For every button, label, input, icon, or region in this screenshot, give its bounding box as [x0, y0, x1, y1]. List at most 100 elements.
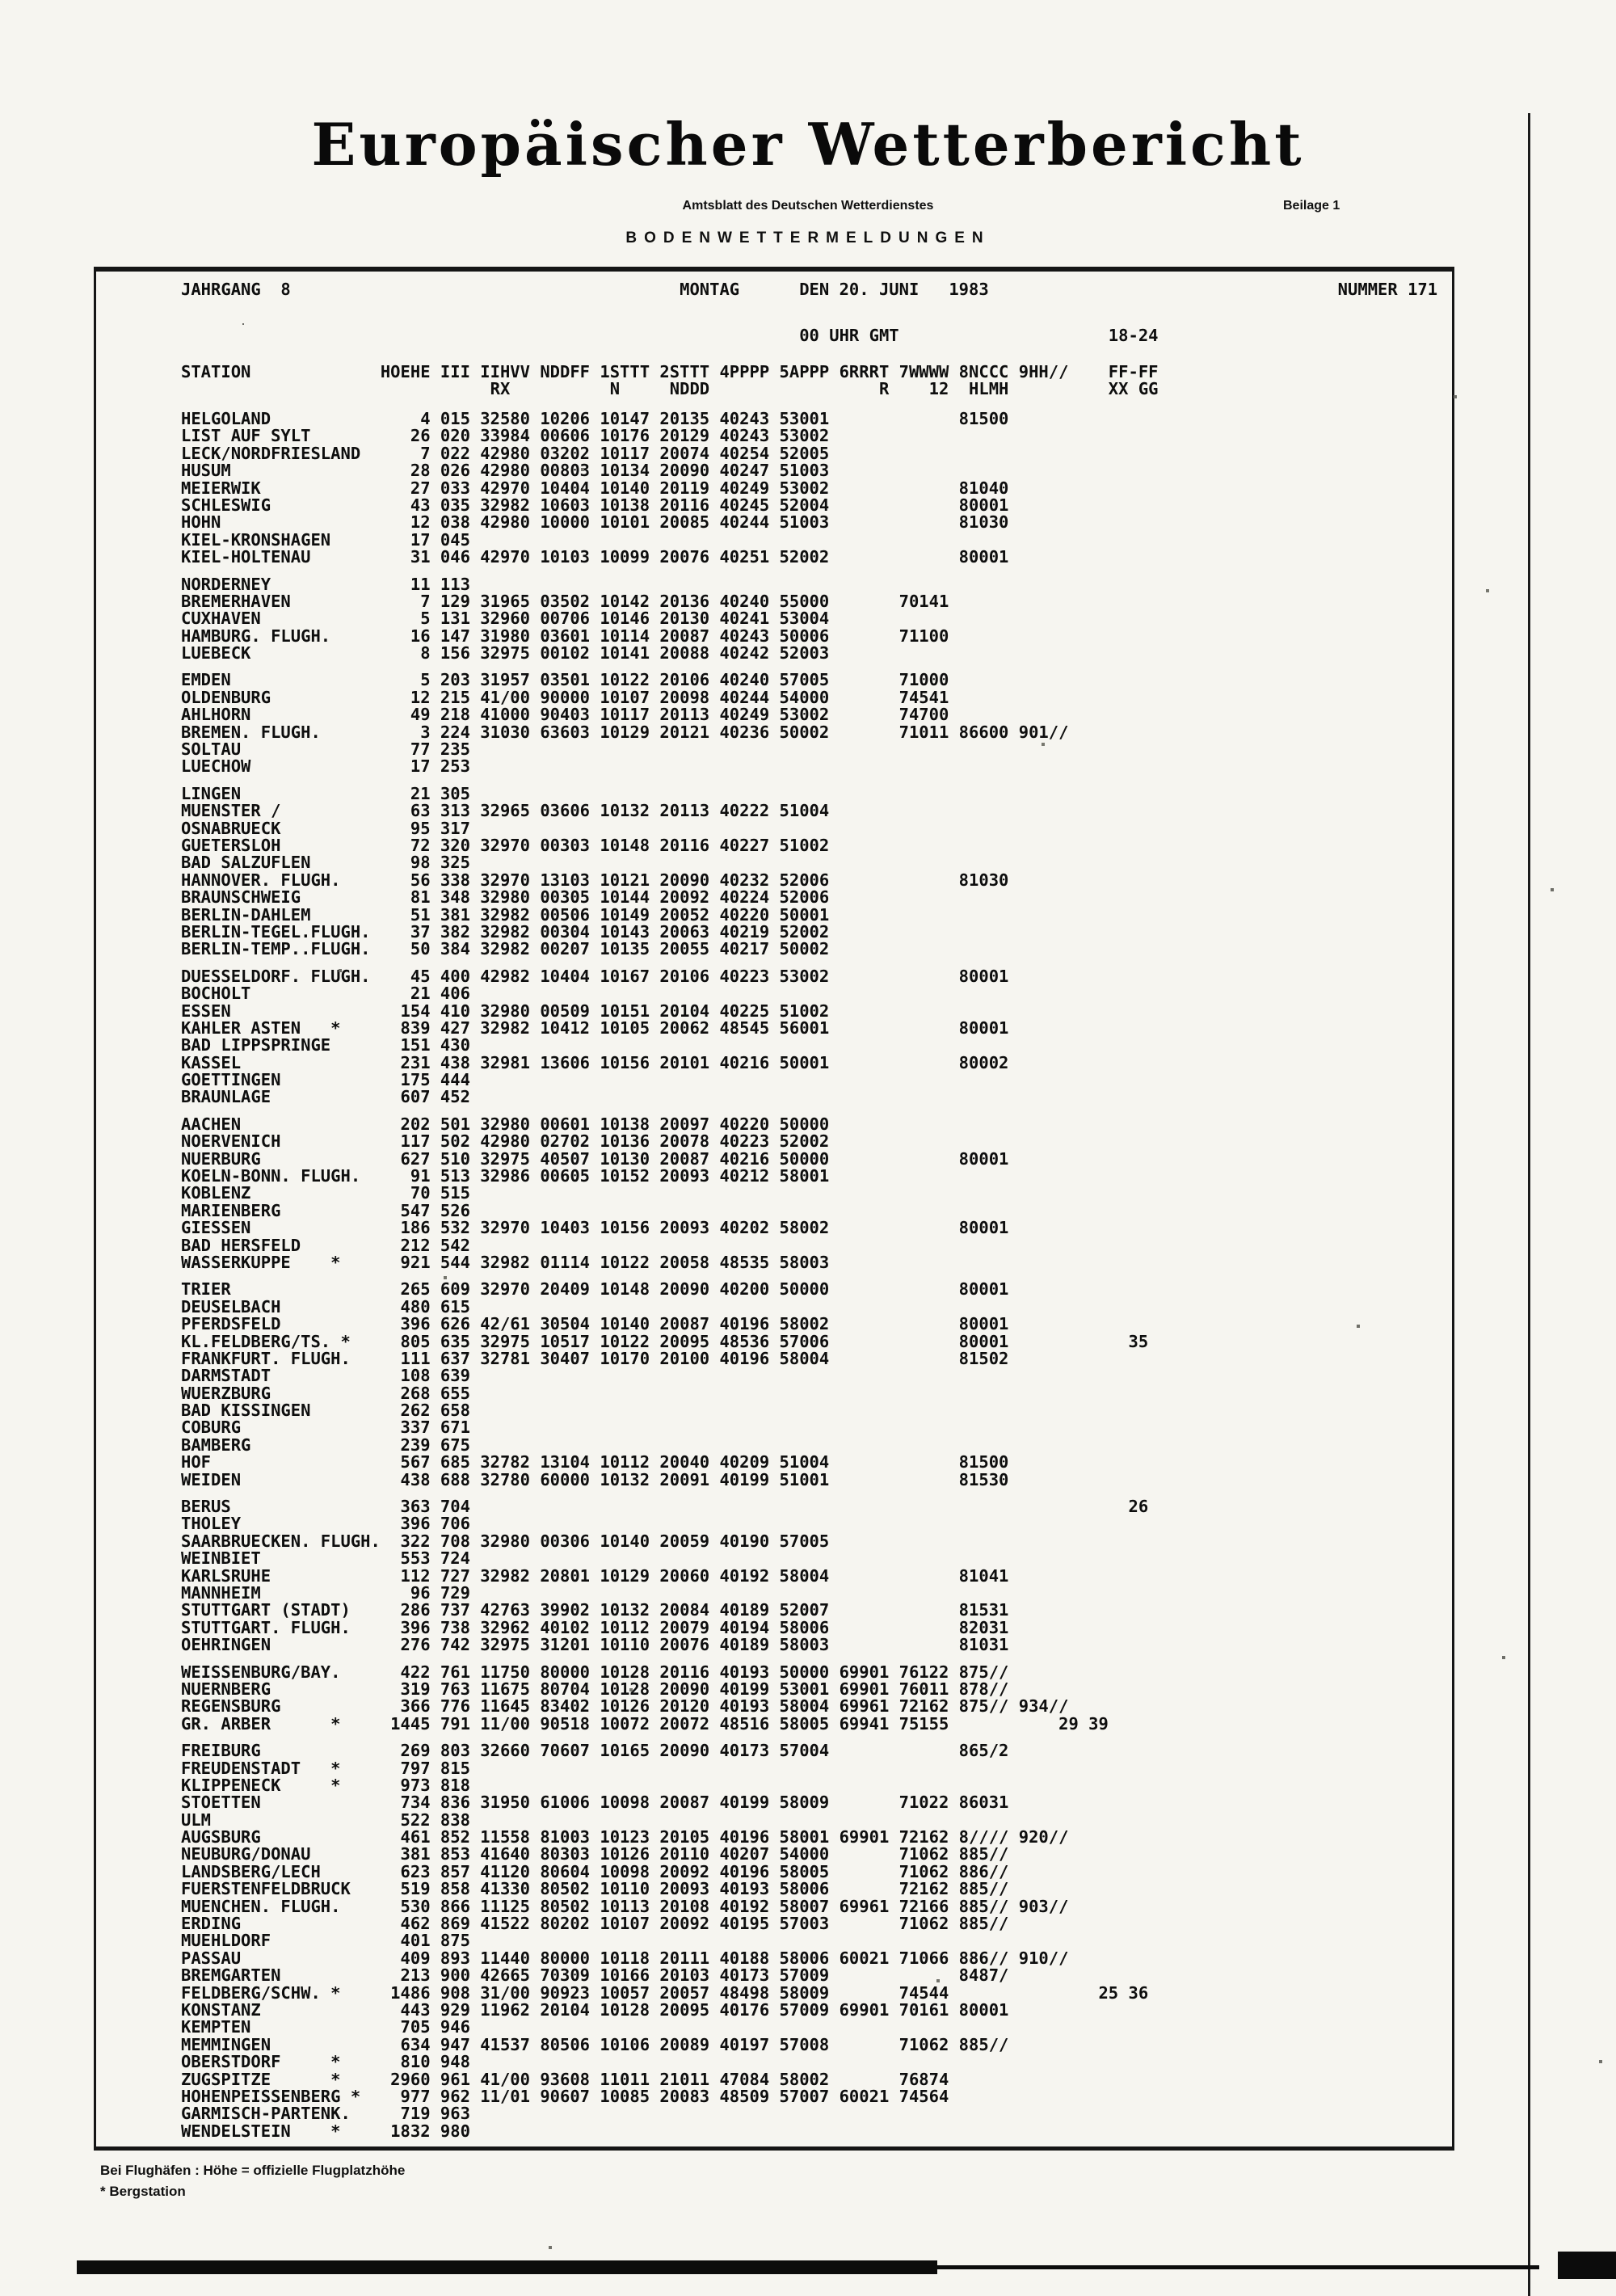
station-row: OEHRINGEN 276 742 32975 31201 10110 2007… — [181, 1635, 1009, 1655]
station-row: WUERZBURG 268 655 — [181, 1383, 470, 1403]
station-row: BERLIN-TEGEL.FLUGH. 37 382 32982 00304 1… — [181, 921, 830, 942]
station-row: AHLHORN 49 218 41000 90403 10117 20113 4… — [181, 705, 949, 725]
station-row: FREIBURG 269 803 32660 70607 10165 20090… — [181, 1741, 1009, 1761]
station-row: HELGOLAND 4 015 32580 10206 10147 20135 … — [181, 409, 1009, 428]
page-title: Europäischer Wetterbericht — [311, 110, 1305, 179]
station-row: WENDELSTEIN * 1832 980 — [181, 2121, 470, 2141]
station-row: OLDENBURG 12 215 41/00 90000 10107 20098… — [181, 687, 949, 707]
column-header-line-2: RX N NDDD R 12 HLMH XX GG — [181, 379, 1159, 398]
station-row: DUESSELDORF. FLUGH. 45 400 42982 10404 1… — [181, 966, 1009, 986]
station-row: FELDBERG/SCHW. * 1486 908 31/00 90923 10… — [181, 1982, 1149, 2003]
footer-note-bergstation: * Bergstation — [100, 2184, 186, 2199]
scan-edge-line — [1528, 113, 1530, 2296]
station-group: AACHEN 202 501 32980 00601 10138 20097 4… — [181, 1114, 1148, 1272]
station-row: BAD LIPPSPRINGE 151 430 — [181, 1035, 470, 1055]
station-row: SAARBRUECKEN. FLUGH. 322 708 32980 00306… — [181, 1531, 830, 1551]
station-row: HOF 567 685 32782 13104 10112 20040 4020… — [181, 1452, 1009, 1472]
station-row: BERLIN-TEMP..FLUGH. 50 384 32982 00207 1… — [181, 939, 830, 959]
station-row: GARMISCH-PARTENK. 719 963 — [181, 2104, 470, 2124]
station-row: BAD HERSFELD 212 542 — [181, 1235, 470, 1255]
station-row: BREMERHAVEN 7 129 31965 03502 10142 2013… — [181, 591, 949, 611]
masthead-line: JAHRGANG 8 MONTAG DEN 20. JUNI 1983 NUMM… — [181, 280, 1438, 299]
station-row: MARIENBERG 547 526 — [181, 1200, 470, 1220]
station-row: WEIDEN 438 688 32780 60000 10132 20091 4… — [181, 1469, 1009, 1489]
station-row: BERUS 363 704 26 — [181, 1497, 1149, 1517]
station-row: LUECHOW 17 253 — [181, 756, 470, 777]
station-row: NORDERNEY 11 113 — [181, 574, 470, 594]
station-row: SCHLESWIG 43 035 32982 10603 10138 20116… — [181, 495, 1009, 515]
station-row: AACHEN 202 501 32980 00601 10138 20097 4… — [181, 1114, 830, 1134]
bulletin-frame: JAHRGANG 8 MONTAG DEN 20. JUNI 1983 NUMM… — [94, 267, 1454, 2151]
station-group: WEISSENBURG/BAY. 422 761 11750 80000 101… — [181, 1662, 1148, 1734]
station-row: ZUGSPITZE * 2960 961 41/00 93608 11011 2… — [181, 2069, 949, 2089]
station-row: STUTTGART (STADT) 286 737 42763 39902 10… — [181, 1600, 1009, 1620]
station-row: KL.FELDBERG/TS. * 805 635 32975 10517 10… — [181, 1331, 1149, 1351]
station-row: HOHENPEISSENBERG * 977 962 11/01 90607 1… — [181, 2086, 949, 2106]
station-row: SOLTAU 77 235 — [181, 739, 470, 760]
station-row: STOETTEN 734 836 31950 61006 10098 20087… — [181, 1793, 1009, 1813]
station-group: TRIER 265 609 32970 20409 10148 20090 40… — [181, 1279, 1149, 1489]
station-group: HELGOLAND 4 015 32580 10206 10147 20135 … — [181, 409, 1148, 567]
station-row: GIESSEN 186 532 32970 10403 10156 20093 … — [181, 1218, 1009, 1238]
station-row: FRANKFURT. FLUGH. 111 637 32781 30407 10… — [181, 1348, 1009, 1368]
station-row: HAMBURG. FLUGH. 16 147 31980 03601 10114… — [181, 626, 949, 646]
station-row: CUXHAVEN 5 131 32960 00706 10146 20130 4… — [181, 609, 830, 629]
station-row: ERDING 462 869 41522 80202 10107 20092 4… — [181, 1914, 1009, 1934]
station-row: BOCHOLT 21 406 — [181, 984, 470, 1004]
station-row: REGENSBURG 366 776 11645 83402 10126 201… — [181, 1696, 1069, 1717]
scan-bottom-line — [937, 2265, 1539, 2269]
station-row: HOHN 12 038 42980 10000 10101 20085 4024… — [181, 512, 1009, 533]
station-row: DEUSELBACH 480 615 — [181, 1296, 470, 1317]
scan-noise-speckles — [242, 323, 244, 325]
station-row: COBURG 337 671 — [181, 1418, 470, 1438]
station-row: LUEBECK 8 156 32975 00102 10141 20088 40… — [181, 643, 830, 664]
station-row: NOERVENICH 117 502 42980 02702 10136 200… — [181, 1131, 830, 1152]
station-row: WEINBIET 553 724 — [181, 1548, 470, 1569]
station-row: MUENCHEN. FLUGH. 530 866 11125 80502 101… — [181, 1896, 1069, 1916]
station-row: ULM 522 838 — [181, 1809, 470, 1830]
station-group: BERUS 363 704 26 THOLEY 396 706 SAARBRUECK… — [181, 1498, 1148, 1654]
station-row: DARMSTADT 108 639 — [181, 1366, 470, 1386]
station-row: BAMBERG 239 675 — [181, 1434, 470, 1455]
station-row: WEISSENBURG/BAY. 422 761 11750 80000 101… — [181, 1662, 1009, 1682]
station-row: LECK/NORDFRIESLAND 7 022 42980 03202 101… — [181, 443, 830, 463]
station-row: MUEHLDORF 401 875 — [181, 1931, 470, 1951]
station-group: EMDEN 5 203 31957 03501 10122 20106 4024… — [181, 672, 1148, 777]
station-row: GUETERSLOH 72 320 32970 00303 10148 2011… — [181, 835, 830, 855]
station-row: PFERDSFELD 396 626 42/61 30504 10140 200… — [181, 1314, 1009, 1334]
supplement-label: Beilage 1 — [1283, 199, 1340, 213]
station-row: BREMEN. FLUGH. 3 224 31030 63603 10129 2… — [181, 722, 1069, 742]
station-row: HUSUM 28 026 42980 00803 10134 20090 402… — [181, 461, 830, 481]
station-row: KIEL-HOLTENAU 31 046 42970 10103 10099 2… — [181, 547, 1009, 567]
footer-note-airports: Bei Flughäfen : Höhe = offizielle Flugpl… — [100, 2163, 406, 2178]
station-row: KAHLER ASTEN * 839 427 32982 10412 10105… — [181, 1017, 1009, 1038]
subtitle: Amtsblatt des Deutschen Wetterdienstes — [682, 199, 934, 213]
station-row: NEUBURG/DONAU 381 853 41640 80303 10126 … — [181, 1844, 1009, 1864]
column-header-line-1: STATION HOEHE III IIHVV NDDFF 1STTT 2STT… — [181, 362, 1159, 381]
station-group: NORDERNEY 11 113 BREMERHAVEN 7 129 31965 … — [181, 574, 1148, 664]
scan-bottom-bar — [77, 2260, 937, 2274]
station-row: WASSERKUPPE * 921 544 32982 01114 10122 … — [181, 1252, 830, 1272]
station-row: KLIPPENECK * 973 818 — [181, 1775, 470, 1795]
station-row: KIEL-KRONSHAGEN 17 045 — [181, 529, 470, 550]
station-row: NUERBURG 627 510 32975 40507 10130 20087… — [181, 1148, 1009, 1169]
station-row: LANDSBERG/LECH 623 857 41120 80604 10098… — [181, 1861, 1009, 1881]
station-row: KASSEL 231 438 32981 13606 10156 20101 4… — [181, 1052, 1009, 1072]
station-row: MEIERWIK 27 033 42970 10404 10140 20119 … — [181, 478, 1009, 498]
station-row: FREUDENSTADT * 797 815 — [181, 1758, 470, 1778]
station-row: AUGSBURG 461 852 11558 81003 10123 20105… — [181, 1827, 1069, 1847]
station-row: GOETTINGEN 175 444 — [181, 1070, 470, 1090]
station-row: HANNOVER. FLUGH. 56 338 32970 13103 1012… — [181, 870, 1009, 890]
station-row: MUENSTER / 63 313 32965 03606 10132 2011… — [181, 801, 830, 821]
section-title: BODENWETTERMELDUNGEN — [625, 230, 991, 246]
station-row: BRAUNLAGE 607 452 — [181, 1087, 470, 1107]
station-row: KOELN-BONN. FLUGH. 91 513 32986 00605 10… — [181, 1166, 830, 1186]
station-group: LINGEN 21 305 MUENSTER / 63 313 32965 036… — [181, 785, 1148, 959]
station-row: MANNHEIM 96 729 — [181, 1583, 470, 1603]
station-row: TRIER 265 609 32970 20409 10148 20090 40… — [181, 1279, 1009, 1300]
station-row: KARLSRUHE 112 727 32982 20801 10129 2006… — [181, 1565, 1009, 1586]
station-group: DUESSELDORF. FLUGH. 45 400 42982 10404 1… — [181, 966, 1148, 1107]
observation-time-line: 00 UHR GMT 18-24 — [181, 326, 1159, 345]
station-row: MEMMINGEN 634 947 41537 80506 10106 2008… — [181, 2034, 1009, 2054]
